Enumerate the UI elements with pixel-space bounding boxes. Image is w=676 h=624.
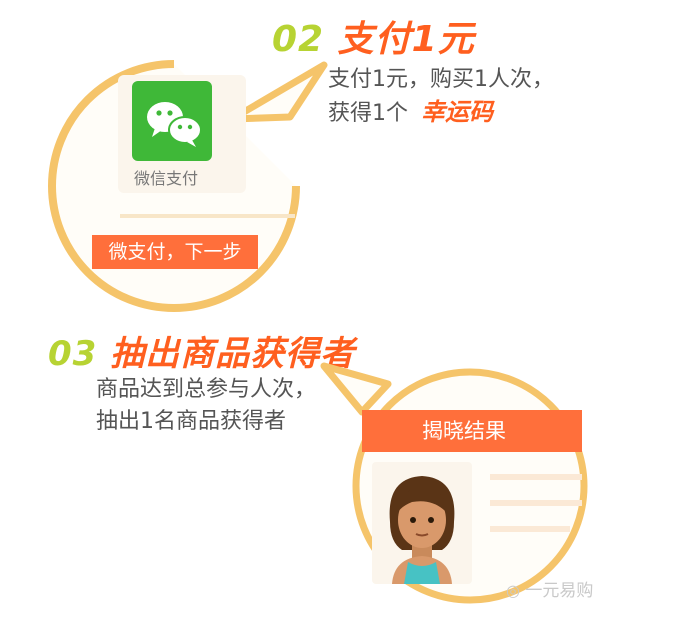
wechat-card: 微信支付 (118, 75, 246, 193)
step2-desc: 支付1元，购买1人次， 获得1个 幸运码 (328, 64, 554, 130)
step3-desc-line1: 商品达到总参与人次， (96, 377, 317, 402)
wechat-icon (132, 81, 212, 161)
step2-title: 支付1元 (337, 19, 475, 60)
wechat-watermark-icon: ◎ (506, 581, 520, 600)
step2-desc-line2: 获得1个 幸运码 (328, 96, 554, 130)
result-line-2 (490, 500, 582, 506)
step3-desc-line2: 抽出1名商品获得者 (96, 409, 286, 434)
step2-desc-line1: 支付1元，购买1人次， (328, 67, 554, 92)
step3-number: 03 (48, 334, 98, 374)
step2-desc-prefix: 获得1个 (328, 101, 408, 126)
result-label: 揭晓结果 (422, 419, 506, 443)
step2-number: 02 (272, 19, 325, 60)
avatar (389, 476, 455, 584)
divider (120, 214, 295, 218)
wechat-next-button[interactable]: 微支付，下一步 (92, 235, 258, 269)
step2-heading: 02 支付1元 (272, 10, 475, 62)
step3-desc: 商品达到总参与人次， 抽出1名商品获得者 (96, 374, 316, 438)
result-bar: 揭晓结果 (362, 410, 582, 452)
step3-bubble-tail (320, 362, 392, 416)
watermark-text: 一元易购 (525, 581, 594, 601)
step3-title: 抽出商品获得者 (110, 334, 356, 374)
step2-bubble-tail (228, 61, 328, 123)
winner-avatar-card (372, 462, 472, 584)
watermark: ◎ 一元易购 (506, 576, 593, 601)
step3-heading: 03 抽出商品获得者 (48, 326, 355, 375)
wechat-pay-label: 微信支付 (134, 169, 199, 188)
result-line-3 (490, 526, 570, 532)
lucky-code-text: 幸运码 (421, 98, 493, 126)
result-line-1 (490, 474, 582, 480)
